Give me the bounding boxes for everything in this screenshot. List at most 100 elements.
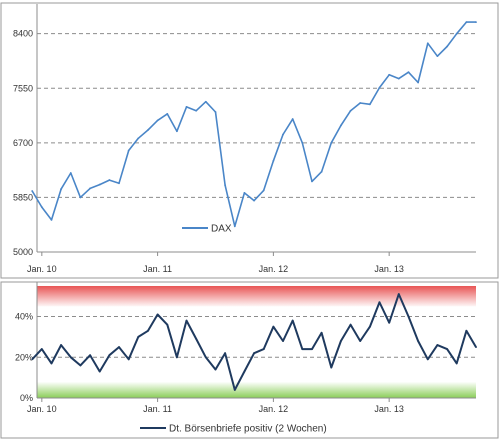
data-point bbox=[446, 45, 448, 48]
data-point bbox=[475, 21, 477, 24]
data-point bbox=[378, 301, 381, 304]
data-point bbox=[417, 340, 420, 342]
y-tick-label: 5850 bbox=[13, 192, 33, 202]
x-tick-label: Jan. 13 bbox=[374, 264, 404, 274]
data-point bbox=[368, 325, 371, 328]
data-point bbox=[320, 331, 323, 334]
data-point bbox=[455, 362, 458, 365]
data-point bbox=[291, 118, 294, 120]
data-point bbox=[446, 348, 448, 351]
data-point bbox=[426, 358, 429, 361]
x-tick-label: Jan. 12 bbox=[259, 264, 289, 274]
data-point bbox=[436, 55, 439, 58]
data-point bbox=[204, 100, 207, 103]
data-point bbox=[118, 182, 120, 185]
data-point bbox=[118, 346, 120, 348]
data-point bbox=[156, 119, 159, 122]
y-tick-label: 0% bbox=[20, 393, 33, 403]
oversold-zone bbox=[37, 381, 476, 398]
data-point bbox=[282, 133, 284, 136]
data-point bbox=[417, 81, 420, 84]
data-point bbox=[108, 179, 111, 181]
data-point bbox=[465, 21, 468, 24]
data-point bbox=[407, 315, 410, 318]
y-tick-label: 6700 bbox=[13, 138, 33, 148]
data-point bbox=[69, 172, 72, 174]
data-point bbox=[397, 293, 400, 296]
data-point bbox=[98, 183, 101, 186]
panel-frame bbox=[0, 2, 499, 279]
data-point bbox=[50, 218, 53, 221]
data-point bbox=[156, 313, 159, 316]
x-tick-label: Jan. 10 bbox=[27, 404, 57, 414]
data-point bbox=[311, 348, 313, 351]
data-point bbox=[137, 336, 140, 338]
data-point bbox=[147, 129, 149, 131]
data-point bbox=[272, 159, 275, 162]
legend-label: DAX bbox=[211, 224, 232, 235]
data-point bbox=[253, 352, 255, 355]
data-point bbox=[368, 103, 371, 106]
data-point bbox=[378, 86, 381, 89]
data-point bbox=[137, 137, 140, 140]
data-point bbox=[31, 358, 34, 361]
data-point bbox=[60, 188, 63, 190]
data-point bbox=[108, 354, 111, 357]
data-point bbox=[79, 196, 82, 199]
data-point bbox=[40, 348, 43, 351]
data-point bbox=[127, 358, 130, 361]
data-point bbox=[31, 190, 34, 192]
data-point bbox=[243, 192, 246, 194]
data-point bbox=[233, 225, 236, 228]
data-point bbox=[253, 199, 255, 202]
data-point bbox=[98, 370, 101, 373]
data-point bbox=[359, 102, 362, 104]
data-point bbox=[147, 329, 149, 332]
data-point bbox=[262, 189, 265, 192]
x-tick-label: Jan. 13 bbox=[374, 404, 404, 414]
data-point bbox=[426, 42, 429, 45]
data-point bbox=[388, 321, 391, 324]
data-point bbox=[282, 340, 284, 342]
data-point bbox=[166, 323, 169, 326]
data-point bbox=[340, 340, 342, 342]
overbought-zone bbox=[37, 286, 476, 307]
data-point bbox=[204, 356, 207, 359]
y-tick-label: 40% bbox=[15, 312, 33, 322]
data-point bbox=[475, 346, 477, 348]
data-point bbox=[195, 338, 198, 340]
legend-label: Dt. Börsenbriefe positiv (2 Wochen) bbox=[169, 424, 327, 435]
data-point bbox=[127, 149, 130, 152]
data-point bbox=[176, 356, 178, 359]
data-point bbox=[214, 368, 217, 371]
x-tick-label: Jan. 11 bbox=[143, 264, 172, 274]
data-point bbox=[291, 319, 294, 322]
data-point bbox=[311, 180, 313, 183]
data-point bbox=[301, 348, 304, 351]
data-point bbox=[272, 325, 275, 328]
data-point bbox=[185, 105, 188, 108]
data-point bbox=[301, 141, 304, 144]
data-point bbox=[349, 109, 352, 112]
data-point bbox=[195, 109, 198, 112]
data-point bbox=[359, 340, 362, 342]
data-point bbox=[243, 370, 246, 373]
y-tick-label: 20% bbox=[15, 352, 33, 362]
data-point bbox=[330, 366, 333, 369]
data-point bbox=[214, 111, 217, 113]
data-point bbox=[40, 206, 43, 208]
y-tick-label: 8400 bbox=[13, 29, 33, 39]
data-point bbox=[224, 184, 227, 187]
x-tick-label: Jan. 10 bbox=[27, 264, 57, 274]
data-point bbox=[233, 388, 236, 391]
data-point bbox=[455, 32, 458, 35]
y-tick-label: 7550 bbox=[13, 83, 33, 93]
data-point bbox=[349, 323, 352, 326]
data-point bbox=[89, 354, 91, 357]
data-point bbox=[89, 187, 91, 190]
data-point bbox=[340, 124, 342, 127]
data-point bbox=[60, 344, 63, 346]
x-tick-label: Jan. 12 bbox=[259, 404, 289, 414]
data-point bbox=[320, 170, 323, 173]
